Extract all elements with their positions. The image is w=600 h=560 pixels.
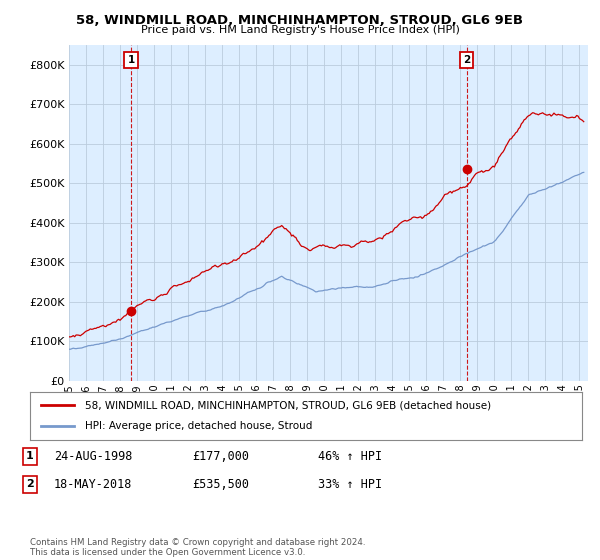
Text: 1: 1 [127, 55, 134, 65]
Text: 58, WINDMILL ROAD, MINCHINHAMPTON, STROUD, GL6 9EB (detached house): 58, WINDMILL ROAD, MINCHINHAMPTON, STROU… [85, 400, 491, 410]
Text: 2: 2 [463, 55, 470, 65]
Text: 24-AUG-1998: 24-AUG-1998 [54, 450, 133, 463]
Text: £535,500: £535,500 [192, 478, 249, 491]
Text: 18-MAY-2018: 18-MAY-2018 [54, 478, 133, 491]
Text: 46% ↑ HPI: 46% ↑ HPI [318, 450, 382, 463]
Text: 58, WINDMILL ROAD, MINCHINHAMPTON, STROUD, GL6 9EB: 58, WINDMILL ROAD, MINCHINHAMPTON, STROU… [77, 14, 523, 27]
Text: Contains HM Land Registry data © Crown copyright and database right 2024.
This d: Contains HM Land Registry data © Crown c… [30, 538, 365, 557]
Text: Price paid vs. HM Land Registry's House Price Index (HPI): Price paid vs. HM Land Registry's House … [140, 25, 460, 35]
Text: 1: 1 [26, 451, 34, 461]
Text: 33% ↑ HPI: 33% ↑ HPI [318, 478, 382, 491]
Text: £177,000: £177,000 [192, 450, 249, 463]
Text: 2: 2 [26, 479, 34, 489]
Text: HPI: Average price, detached house, Stroud: HPI: Average price, detached house, Stro… [85, 421, 313, 431]
